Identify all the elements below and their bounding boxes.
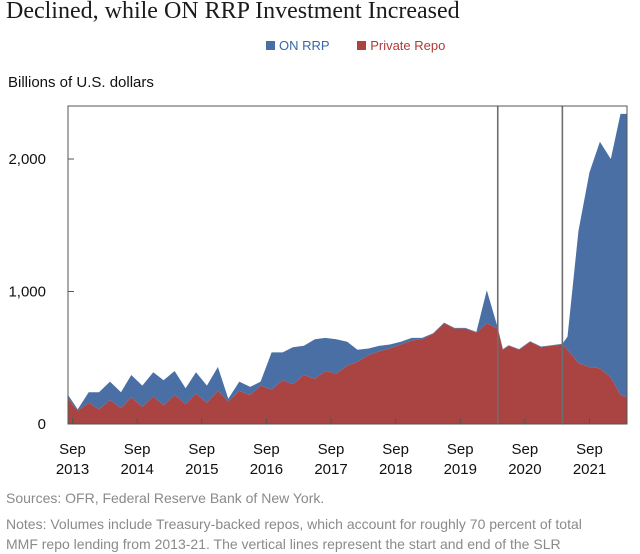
y-tick-label: 1,000 bbox=[8, 284, 46, 301]
x-tick-label-month: Sep bbox=[447, 441, 474, 458]
notes-line-2: MMF repo lending from 2013-21. The verti… bbox=[6, 536, 561, 552]
notes: Notes: Volumes include Treasury-backed r… bbox=[6, 514, 640, 554]
chart-title: Declined, while ON RRP Investment Increa… bbox=[6, 0, 460, 24]
x-tick-label-year: 2015 bbox=[185, 461, 218, 478]
x-tick-label-month: Sep bbox=[253, 441, 280, 458]
x-tick-label-month: Sep bbox=[124, 441, 151, 458]
x-tick-label-month: Sep bbox=[382, 441, 409, 458]
notes-line-1: Notes: Volumes include Treasury-backed r… bbox=[6, 516, 582, 532]
legend: ON RRP Private Repo bbox=[266, 38, 469, 53]
legend-label-private-repo: Private Repo bbox=[370, 38, 446, 53]
y-tick-label: 0 bbox=[38, 416, 46, 433]
legend-label-on-rrp: ON RRP bbox=[279, 38, 330, 53]
area-chart: 0 1,000 2,000 Sep 2013 Sep 2014 Sep 2015 Sep 2016 S… bbox=[8, 105, 628, 478]
source-note: Sources: OFR, Federal Reserve Bank of Ne… bbox=[6, 490, 325, 506]
legend-item-on-rrp: ON RRP bbox=[266, 38, 330, 53]
x-tick-label-year: 2016 bbox=[250, 461, 283, 478]
x-tick-label-year: 2014 bbox=[120, 461, 153, 478]
x-tick-label-year: 2018 bbox=[379, 461, 412, 478]
legend-swatch-on-rrp bbox=[266, 41, 275, 50]
y-axis-label: Billions of U.S. dollars bbox=[8, 74, 154, 91]
x-tick-label-month: Sep bbox=[188, 441, 215, 458]
x-tick-label-year: 2019 bbox=[444, 461, 477, 478]
legend-item-private-repo: Private Repo bbox=[357, 38, 445, 53]
x-tick-label-year: 2013 bbox=[56, 461, 89, 478]
x-tick-label-month: Sep bbox=[576, 441, 603, 458]
y-tick-label: 2,000 bbox=[8, 151, 46, 168]
legend-swatch-private-repo bbox=[357, 41, 367, 50]
x-tick-label-year: 2020 bbox=[508, 461, 541, 478]
x-tick-label-month: Sep bbox=[318, 441, 345, 458]
plot-frame bbox=[67, 105, 628, 425]
series-area-private-repo bbox=[68, 323, 627, 424]
x-tick-label-year: 2017 bbox=[314, 461, 347, 478]
series-area-on-rrp bbox=[68, 113, 627, 411]
x-tick-label-month: Sep bbox=[512, 441, 539, 458]
x-tick-label-year: 2021 bbox=[573, 461, 606, 478]
x-tick-label-month: Sep bbox=[59, 441, 86, 458]
